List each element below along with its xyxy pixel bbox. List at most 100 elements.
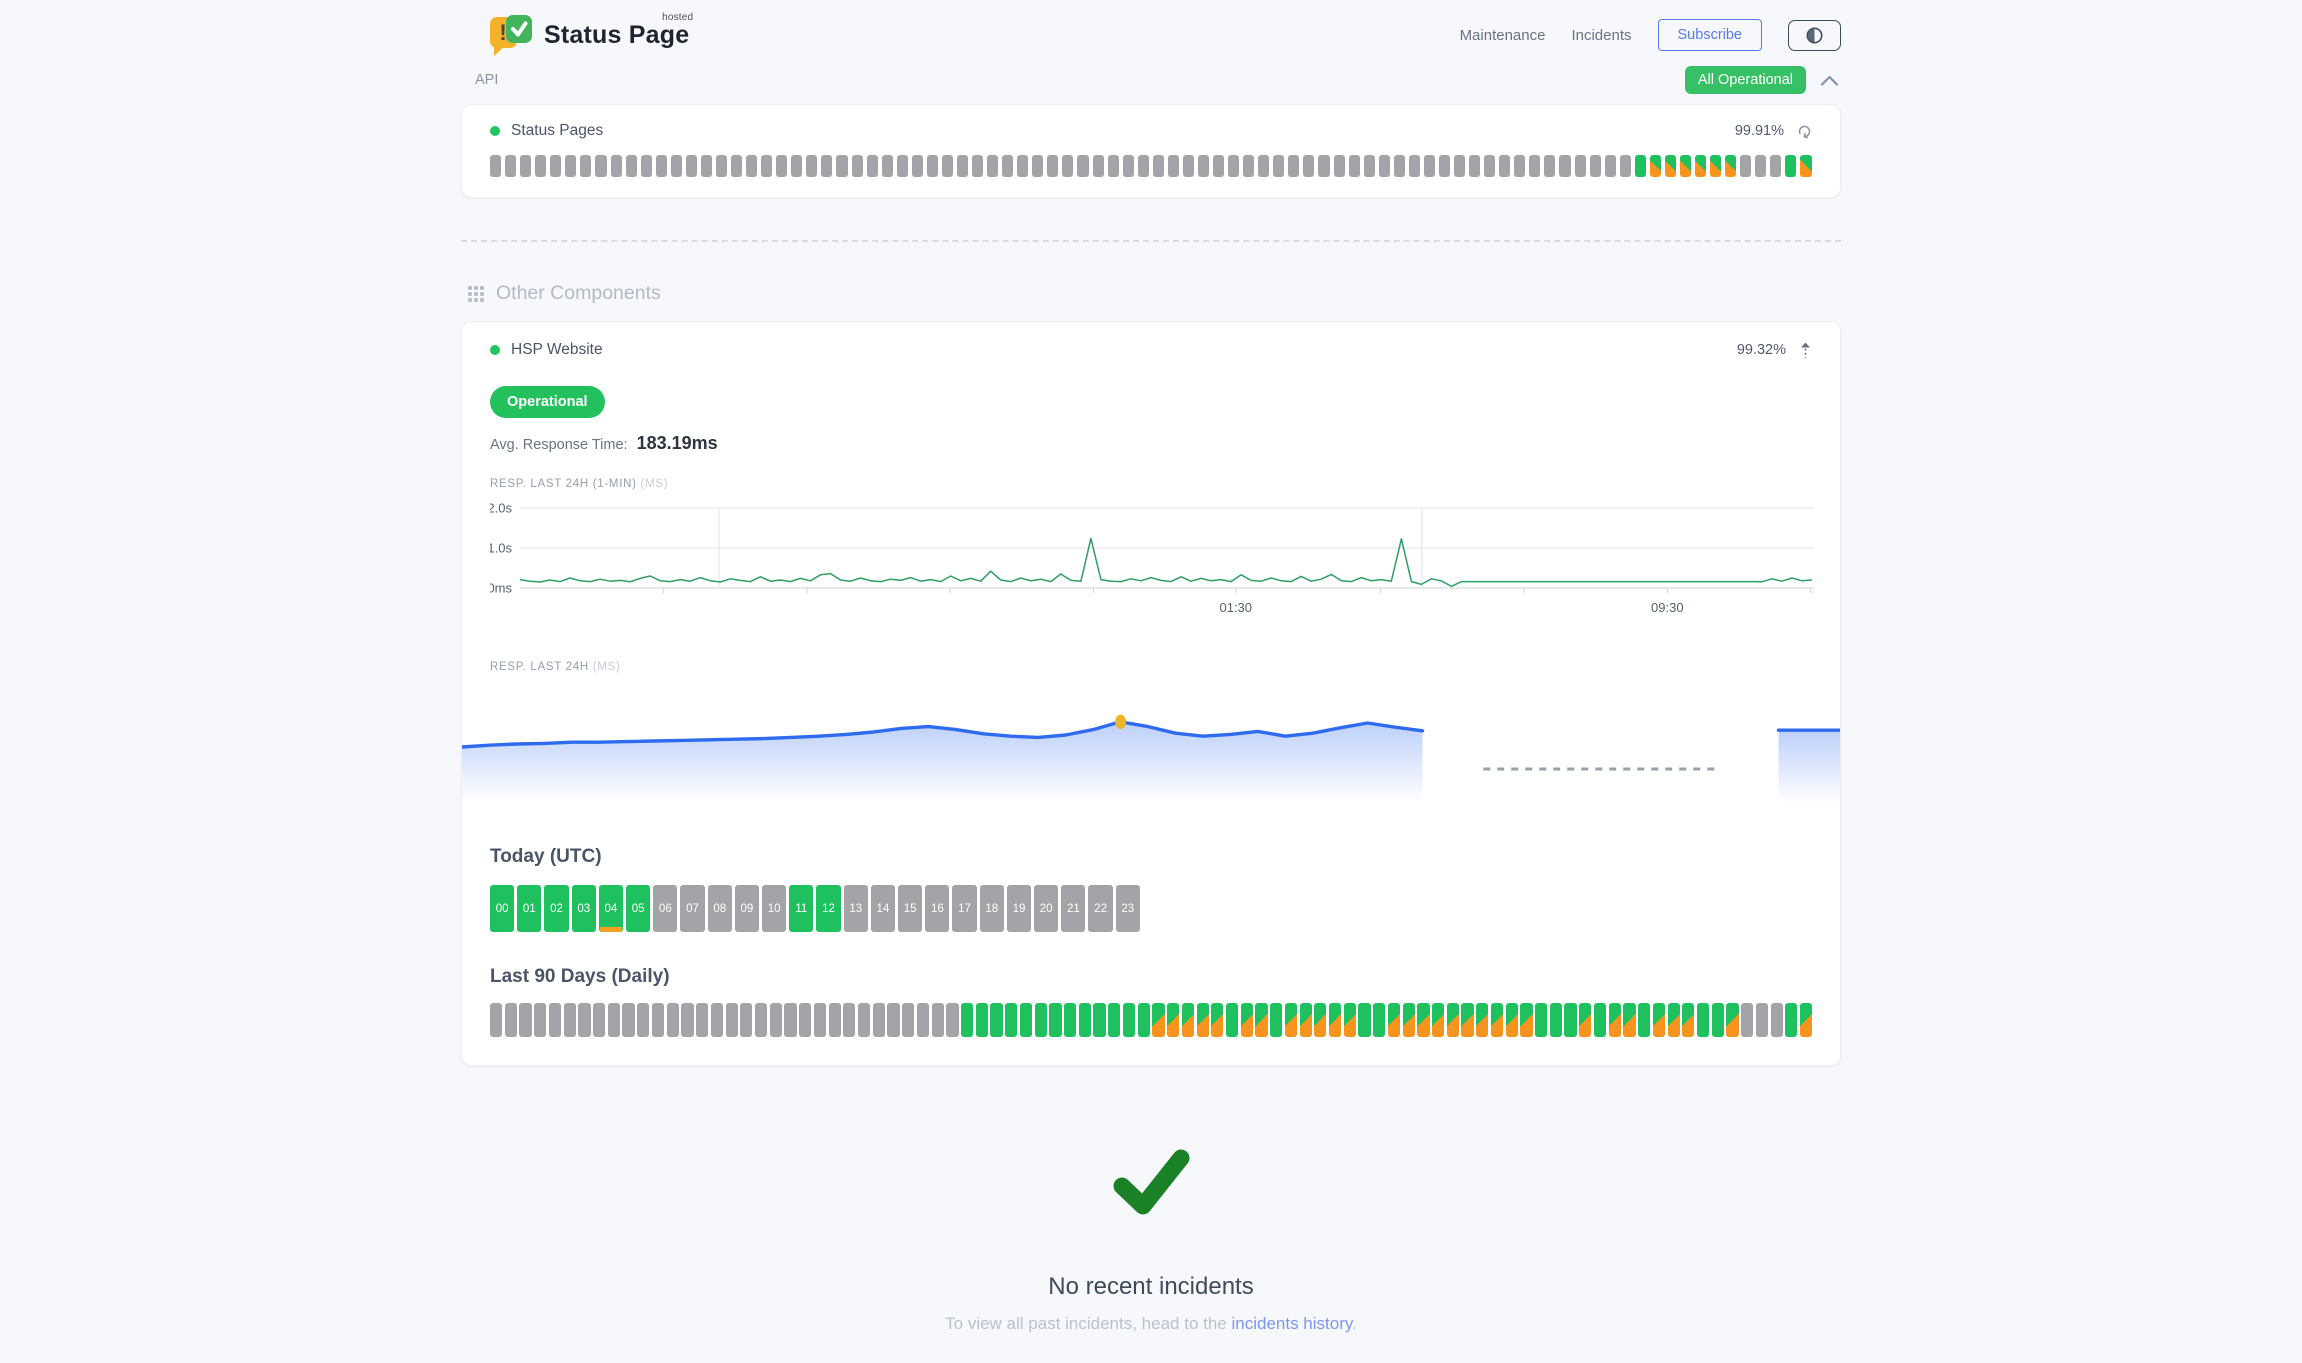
- uptime-day-bar[interactable]: [1348, 155, 1360, 177]
- uptime-day-bar[interactable]: [505, 155, 517, 177]
- uptime-day-bar[interactable]: [851, 155, 863, 177]
- uptime-day-bar[interactable]: [881, 155, 893, 177]
- uptime-day-bar[interactable]: [761, 155, 773, 177]
- hour-box[interactable]: 02: [544, 885, 569, 932]
- uptime-day-bar[interactable]: [593, 1003, 606, 1037]
- hour-box[interactable]: 07: [680, 885, 705, 932]
- uptime-day-bar[interactable]: [1213, 155, 1225, 177]
- uptime-day-bar[interactable]: [1333, 155, 1345, 177]
- hour-box[interactable]: 18: [979, 885, 1004, 932]
- uptime-day-bar[interactable]: [776, 155, 788, 177]
- uptime-day-bar[interactable]: [1047, 155, 1059, 177]
- uptime-day-bar[interactable]: [685, 155, 697, 177]
- uptime-day-bar[interactable]: [866, 155, 878, 177]
- uptime-day-bar[interactable]: [806, 155, 818, 177]
- uptime-day-bar[interactable]: [1034, 1003, 1047, 1037]
- uptime-day-bar[interactable]: [1328, 1003, 1342, 1037]
- uptime-day-bar[interactable]: [1002, 155, 1014, 177]
- incidents-history-link[interactable]: incidents history: [1231, 1314, 1353, 1333]
- uptime-day-bar[interactable]: [791, 155, 803, 177]
- uptime-day-bar[interactable]: [887, 1003, 900, 1037]
- uptime-day-bar[interactable]: [563, 1003, 576, 1037]
- uptime-day-bar[interactable]: [896, 155, 908, 177]
- uptime-day-bar[interactable]: [1019, 1003, 1033, 1037]
- uptime-day-bar[interactable]: [972, 155, 984, 177]
- uptime-day-bar[interactable]: [504, 1003, 517, 1037]
- uptime-day-bar[interactable]: [1755, 1003, 1769, 1037]
- uptime-day-bar[interactable]: [1564, 1003, 1577, 1037]
- uptime-day-bar[interactable]: [1270, 1003, 1283, 1037]
- uptime-day-bar[interactable]: [1152, 1003, 1165, 1037]
- uptime-day-bar[interactable]: [1017, 155, 1029, 177]
- uptime-day-bar[interactable]: [1520, 1003, 1533, 1037]
- uptime-day-bar[interactable]: [1049, 1003, 1062, 1037]
- hour-box[interactable]: 04: [598, 885, 624, 932]
- uptime-day-bar[interactable]: [956, 155, 968, 177]
- uptime-day-bar[interactable]: [916, 1003, 930, 1037]
- uptime-day-bar[interactable]: [651, 1003, 665, 1037]
- hour-box[interactable]: 03: [571, 885, 596, 932]
- uptime-day-bar[interactable]: [1258, 155, 1270, 177]
- uptime-day-bar[interactable]: [1634, 155, 1646, 177]
- uptime-day-bar[interactable]: [1529, 155, 1541, 177]
- uptime-day-bar[interactable]: [1579, 1003, 1592, 1037]
- uptime-day-bar[interactable]: [1505, 1003, 1518, 1037]
- uptime-day-bar[interactable]: [1652, 1003, 1665, 1037]
- uptime-day-bar[interactable]: [1182, 155, 1194, 177]
- scroll-top-button[interactable]: [1799, 341, 1812, 359]
- uptime-day-bar[interactable]: [1093, 1003, 1106, 1037]
- uptime-day-bar[interactable]: [990, 1003, 1003, 1037]
- hour-box[interactable]: 11: [789, 885, 814, 932]
- uptime-day-bar[interactable]: [1589, 155, 1601, 177]
- uptime-day-bar[interactable]: [1077, 155, 1089, 177]
- uptime-day-bar[interactable]: [1107, 155, 1119, 177]
- uptime-day-bar[interactable]: [1741, 1003, 1754, 1037]
- uptime-day-bar[interactable]: [1240, 1003, 1253, 1037]
- uptime-day-bar[interactable]: [1092, 155, 1104, 177]
- uptime-day-bar[interactable]: [746, 155, 758, 177]
- uptime-day-bar[interactable]: [670, 155, 682, 177]
- uptime-day-bar[interactable]: [926, 155, 938, 177]
- hour-box[interactable]: 19: [1006, 885, 1032, 932]
- theme-toggle-button[interactable]: [1788, 19, 1841, 51]
- uptime-day-bar[interactable]: [1608, 1003, 1621, 1037]
- uptime-day-bar[interactable]: [622, 1003, 635, 1037]
- uptime-day-bar[interactable]: [700, 155, 712, 177]
- hour-box[interactable]: 15: [898, 885, 923, 932]
- uptime-day-bar[interactable]: [519, 1003, 532, 1037]
- uptime-day-bar[interactable]: [550, 155, 562, 177]
- all-operational-badge[interactable]: All Operational: [1684, 66, 1806, 94]
- uptime-day-bar[interactable]: [1255, 1003, 1268, 1037]
- uptime-day-bar[interactable]: [902, 1003, 915, 1037]
- uptime-day-bar[interactable]: [1679, 155, 1691, 177]
- uptime-day-bar[interactable]: [1549, 1003, 1562, 1037]
- uptime-day-bar[interactable]: [610, 155, 622, 177]
- uptime-day-bar[interactable]: [1664, 155, 1676, 177]
- uptime-day-bar[interactable]: [1299, 1003, 1312, 1037]
- uptime-day-bar[interactable]: [911, 155, 923, 177]
- uptime-day-bar[interactable]: [1800, 155, 1812, 177]
- uptime-day-bar[interactable]: [843, 1003, 856, 1037]
- uptime-day-bar[interactable]: [1593, 1003, 1607, 1037]
- uptime-day-bar[interactable]: [1695, 155, 1707, 177]
- hour-box[interactable]: 06: [653, 885, 678, 932]
- uptime-day-bar[interactable]: [1667, 1003, 1680, 1037]
- uptime-day-bar[interactable]: [731, 155, 743, 177]
- uptime-day-bar[interactable]: [1152, 155, 1164, 177]
- uptime-day-bar[interactable]: [769, 1003, 782, 1037]
- uptime-day-bar[interactable]: [1638, 1003, 1651, 1037]
- uptime-day-bar[interactable]: [1284, 1003, 1298, 1037]
- uptime-day-bar[interactable]: [1649, 155, 1661, 177]
- uptime-day-bar[interactable]: [1535, 1003, 1548, 1037]
- refresh-button[interactable]: [1797, 124, 1812, 139]
- uptime-day-bar[interactable]: [578, 1003, 591, 1037]
- uptime-day-bar[interactable]: [1476, 1003, 1489, 1037]
- uptime-day-bar[interactable]: [580, 155, 592, 177]
- uptime-day-bar[interactable]: [1196, 1003, 1209, 1037]
- uptime-day-bar[interactable]: [1740, 155, 1752, 177]
- uptime-day-bar[interactable]: [1273, 155, 1285, 177]
- hour-box[interactable]: 08: [707, 885, 732, 932]
- uptime-day-bar[interactable]: [1122, 1003, 1136, 1037]
- hour-box[interactable]: 21: [1061, 885, 1086, 932]
- hour-box[interactable]: 23: [1115, 885, 1140, 932]
